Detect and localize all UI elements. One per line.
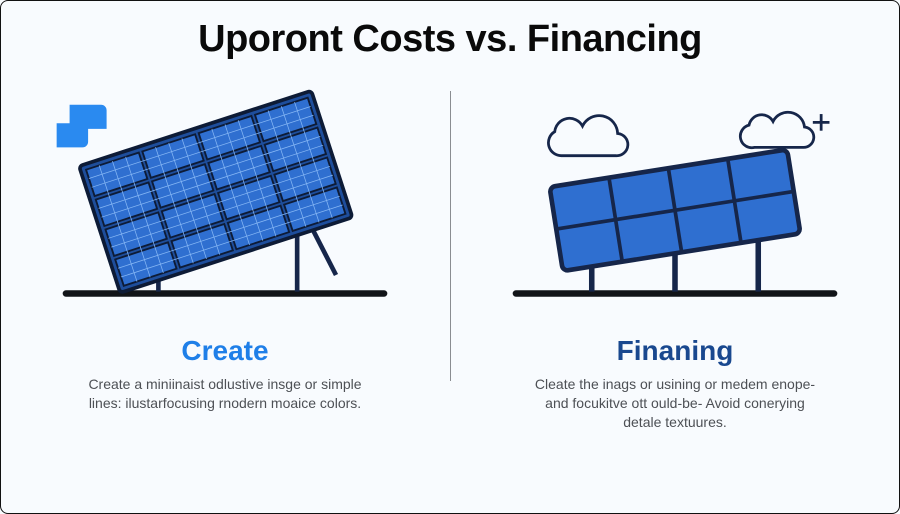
cloud-icon	[548, 116, 627, 156]
corner-glyph-icon	[57, 105, 107, 148]
solar-panel-left	[79, 91, 352, 293]
left-illustration	[40, 71, 410, 331]
right-illustration	[490, 71, 860, 331]
cloud-plus-icon	[740, 112, 829, 147]
left-column: Create Create a miniinaist odlustive ins…	[0, 61, 450, 481]
solar-panel-right	[550, 149, 801, 271]
column-divider	[450, 91, 451, 381]
left-description: Create a miniinaist odlustive insge or s…	[75, 375, 375, 413]
right-column: Finaning Cleate the inags or usining or …	[450, 61, 900, 481]
comparison-columns: Create Create a miniinaist odlustive ins…	[0, 61, 900, 481]
right-label: Finaning	[617, 335, 734, 367]
left-label: Create	[181, 335, 268, 367]
right-description: Cleate the inags or usining or medem eno…	[525, 375, 825, 432]
